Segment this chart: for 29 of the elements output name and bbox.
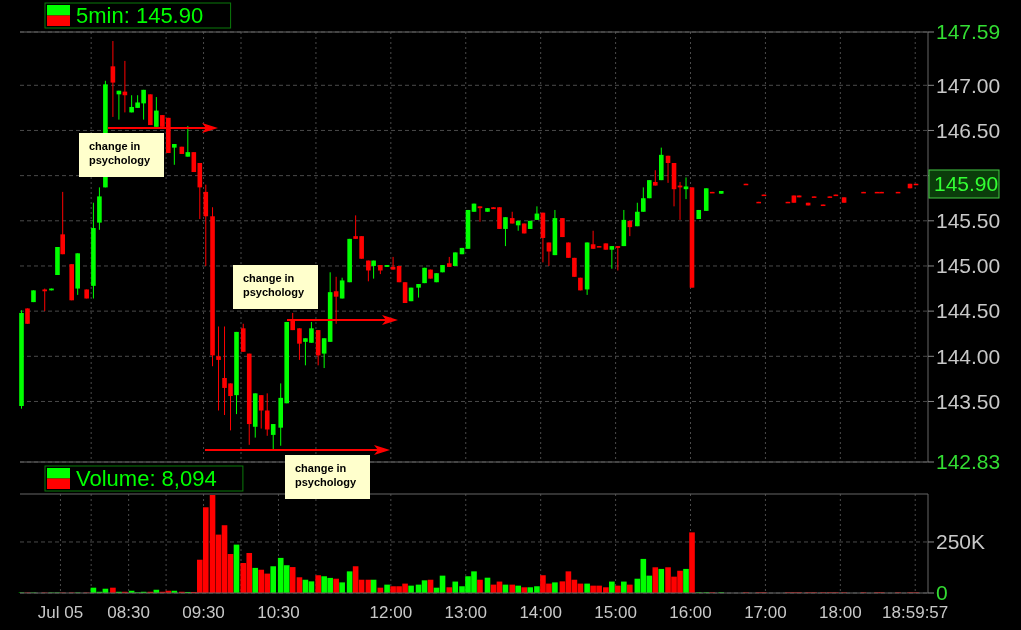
x-tick-label: 16:00 <box>669 602 712 622</box>
y-tick-label: 145.50 <box>936 209 1001 233</box>
text: change in psychology <box>295 462 358 488</box>
x-tick-label: 09:30 <box>182 602 225 622</box>
y-tick-label: 0 <box>936 581 948 605</box>
y-tick-label: 145.00 <box>936 254 1001 278</box>
x-tick-label: 18:00 <box>819 602 862 622</box>
x-tick-label: 13:00 <box>444 602 488 622</box>
y-tick-label: 147.00 <box>936 73 1001 97</box>
x-tick-label: 12:00 <box>369 602 413 622</box>
y-tick-label: 147.59 <box>936 20 1001 44</box>
x-tick-label: 14:00 <box>519 602 562 622</box>
y-tick-label: 143.50 <box>936 389 1001 413</box>
x-tick-label: 18:59:57 <box>882 602 949 622</box>
y-tick-label: 144.50 <box>936 299 1001 323</box>
y-tick-label: 142.83 <box>936 450 1001 474</box>
chart-title: 5min: 145.90 <box>76 3 204 28</box>
chart-title: Volume: 8,094 <box>76 466 217 491</box>
y-tick-label: 144.00 <box>936 344 1001 368</box>
x-tick-label: 15:00 <box>594 602 637 622</box>
annotation: change in psychology <box>243 272 306 298</box>
x-tick-label: 08:30 <box>107 602 150 622</box>
y-tick-label: 250K <box>936 530 986 554</box>
y-tick-label: 146.50 <box>936 118 1001 142</box>
x-tick-label: 17:00 <box>744 602 787 622</box>
annotation: change in psychology <box>89 140 152 166</box>
x-tick-label: Jul 05 <box>37 602 84 622</box>
x-tick-label: 10:30 <box>257 602 300 622</box>
text: 145.90 <box>934 172 999 196</box>
